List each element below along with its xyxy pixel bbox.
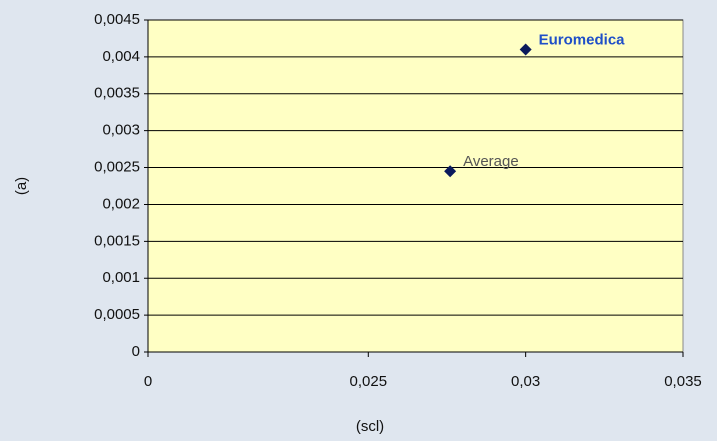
- y-tick-label: 0,0005: [94, 306, 140, 323]
- y-axis-label: (a): [13, 177, 30, 195]
- x-tick-label: 0,035: [664, 373, 702, 390]
- y-tick-label: 0,004: [102, 48, 140, 65]
- y-tick-label: 0,0035: [94, 85, 140, 102]
- x-tick-label: 0,025: [350, 373, 388, 390]
- point-label: Average: [463, 153, 519, 170]
- x-tick-label: 0: [144, 373, 152, 390]
- y-tick-label: 0,003: [102, 122, 140, 139]
- point-label: Euromedica: [539, 31, 626, 48]
- marker: [519, 43, 532, 56]
- y-tick-label: 0: [132, 343, 140, 360]
- x-axis-label: (scl): [356, 418, 384, 435]
- y-tick-label: 0,002: [102, 195, 140, 212]
- y-tick-label: 0,0045: [94, 11, 140, 28]
- plot-area: [147, 19, 684, 353]
- y-tick-label: 0,0015: [94, 232, 140, 249]
- marker: [444, 165, 457, 178]
- x-tick-label: 0,03: [511, 373, 540, 390]
- y-tick-label: 0,001: [102, 269, 140, 286]
- y-tick-label: 0,0025: [94, 159, 140, 176]
